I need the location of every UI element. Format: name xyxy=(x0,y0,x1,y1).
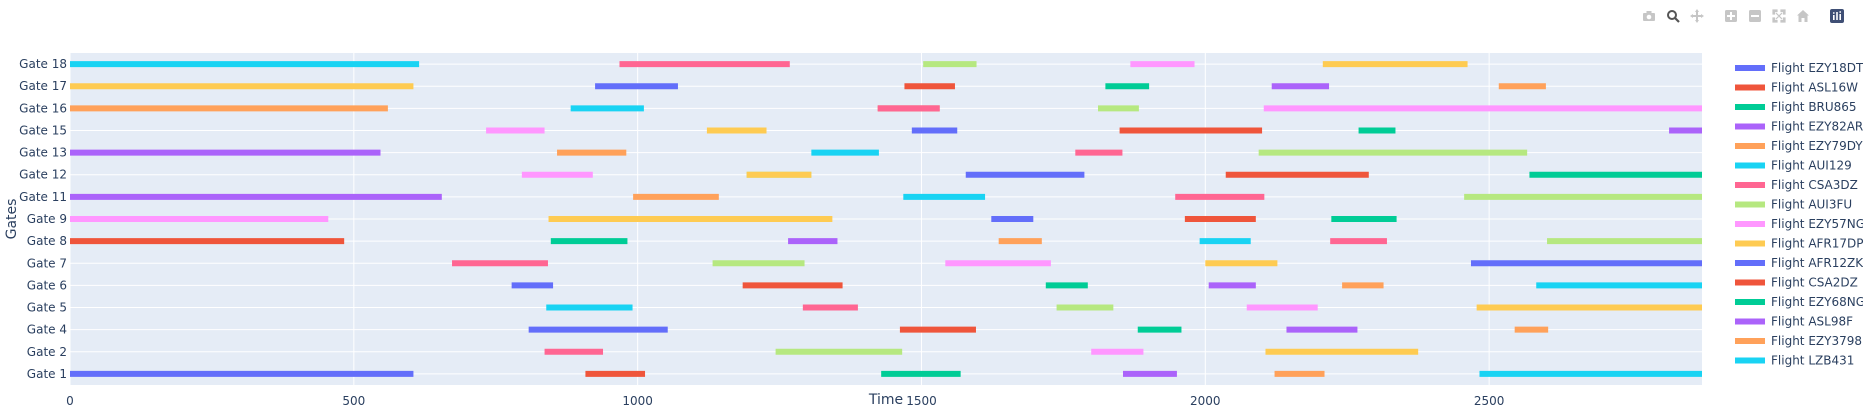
legend-label: Flight AFR17DP xyxy=(1771,237,1863,251)
y-tick-label: Gate 11 xyxy=(19,190,67,204)
legend-label: Flight CSA3DZ xyxy=(1771,178,1858,192)
legend-label: Flight AUI129 xyxy=(1771,159,1852,173)
legend-label: Flight EZY82AR xyxy=(1771,120,1863,134)
y-axis-title: Gates xyxy=(4,199,20,240)
legend-label: Flight AUI3FU xyxy=(1771,198,1852,212)
legend-label: Flight ASL98F xyxy=(1771,315,1853,329)
legend-label: Flight EZY57NG xyxy=(1771,217,1863,231)
legend-item[interactable]: Flight BRU865 xyxy=(1735,100,1857,114)
plotly-logo-icon[interactable] xyxy=(1825,6,1849,26)
modebar-spacer xyxy=(1815,6,1825,26)
legend-item[interactable]: Flight EZY82AR xyxy=(1735,120,1863,134)
modebar xyxy=(1637,6,1849,26)
legend-item[interactable]: Flight AUI129 xyxy=(1735,159,1852,173)
autoscale-icon[interactable] xyxy=(1767,6,1791,26)
y-tick-label: Gate 9 xyxy=(27,212,67,226)
zoom-in-icon[interactable] xyxy=(1719,6,1743,26)
y-tick-label: Gate 16 xyxy=(19,101,67,115)
legend-item[interactable]: Flight EZY18DT xyxy=(1735,61,1863,75)
legend: Flight EZY18DT Flight ASL16W Flight BRU865… xyxy=(1735,61,1863,368)
y-tick-label: Gate 4 xyxy=(27,323,67,337)
y-tick-label: Gate 1 xyxy=(27,367,67,381)
legend-label: Flight EZY68NG xyxy=(1771,295,1863,309)
legend-item[interactable]: Flight AFR17DP xyxy=(1735,237,1863,251)
legend-item[interactable]: Flight LZB431 xyxy=(1735,354,1854,368)
reset-axes-icon[interactable] xyxy=(1791,6,1815,26)
y-tick-label: Gate 6 xyxy=(27,278,67,292)
y-tick-label: Gate 8 xyxy=(27,234,67,248)
y-tick-label: Gate 15 xyxy=(19,123,67,137)
legend-item[interactable]: Flight AFR12ZK xyxy=(1735,256,1863,270)
legend-label: Flight LZB431 xyxy=(1771,354,1854,368)
legend-item[interactable]: Flight EZY79DY xyxy=(1735,139,1863,153)
legend-label: Flight AFR12ZK xyxy=(1771,256,1863,270)
y-tick-labels: Gate 1 Gate 2 Gate 4 Gate 5 Gate 6 Gate 7 Gate… xyxy=(19,57,67,381)
y-tick-label: Gate 17 xyxy=(19,79,67,93)
legend-label: Flight EZY18DT xyxy=(1771,61,1863,75)
legend-label: Flight BRU865 xyxy=(1771,100,1857,114)
legend-item[interactable]: Flight ASL16W xyxy=(1735,81,1858,95)
legend-item[interactable]: Flight EZY57NG xyxy=(1735,217,1863,231)
zoom-out-icon[interactable] xyxy=(1743,6,1767,26)
legend-item[interactable]: Flight AUI3FU xyxy=(1735,198,1852,212)
y-tick-label: Gate 7 xyxy=(27,256,67,270)
legend-item[interactable]: Flight CSA2DZ xyxy=(1735,276,1858,290)
modebar-spacer xyxy=(1709,6,1719,26)
x-tick-label: 2000 xyxy=(1190,394,1221,408)
y-tick-label: Gate 18 xyxy=(19,57,67,71)
camera-icon[interactable] xyxy=(1637,6,1661,26)
legend-label: Flight CSA2DZ xyxy=(1771,276,1858,290)
x-tick-label: 2500 xyxy=(1474,394,1505,408)
y-tick-label: Gate 13 xyxy=(19,146,67,160)
x-tick-label: 0 xyxy=(66,394,74,408)
x-tick-labels: 0 500 1000 1500 2000 2500 xyxy=(66,394,1504,408)
legend-item[interactable]: Flight EZY3798 xyxy=(1735,334,1862,348)
x-tick-label: 1000 xyxy=(622,394,653,408)
legend-item[interactable]: Flight ASL98F xyxy=(1735,315,1853,329)
legend-item[interactable]: Flight CSA3DZ xyxy=(1735,178,1858,192)
zoom-icon[interactable] xyxy=(1661,6,1685,26)
x-tick-label: 500 xyxy=(342,394,365,408)
legend-label: Flight EZY3798 xyxy=(1771,334,1862,348)
legend-label: Flight ASL16W xyxy=(1771,81,1858,95)
y-tick-label: Gate 5 xyxy=(27,301,67,315)
bar-segments xyxy=(70,61,1702,377)
x-tick-label: 1500 xyxy=(906,394,937,408)
legend-item[interactable]: Flight EZY68NG xyxy=(1735,295,1863,309)
x-axis-title: Time xyxy=(868,392,903,408)
pan-icon[interactable] xyxy=(1685,6,1709,26)
y-tick-label: Gate 12 xyxy=(19,168,67,182)
legend-label: Flight EZY79DY xyxy=(1771,139,1863,153)
y-tick-label: Gate 2 xyxy=(27,345,67,359)
